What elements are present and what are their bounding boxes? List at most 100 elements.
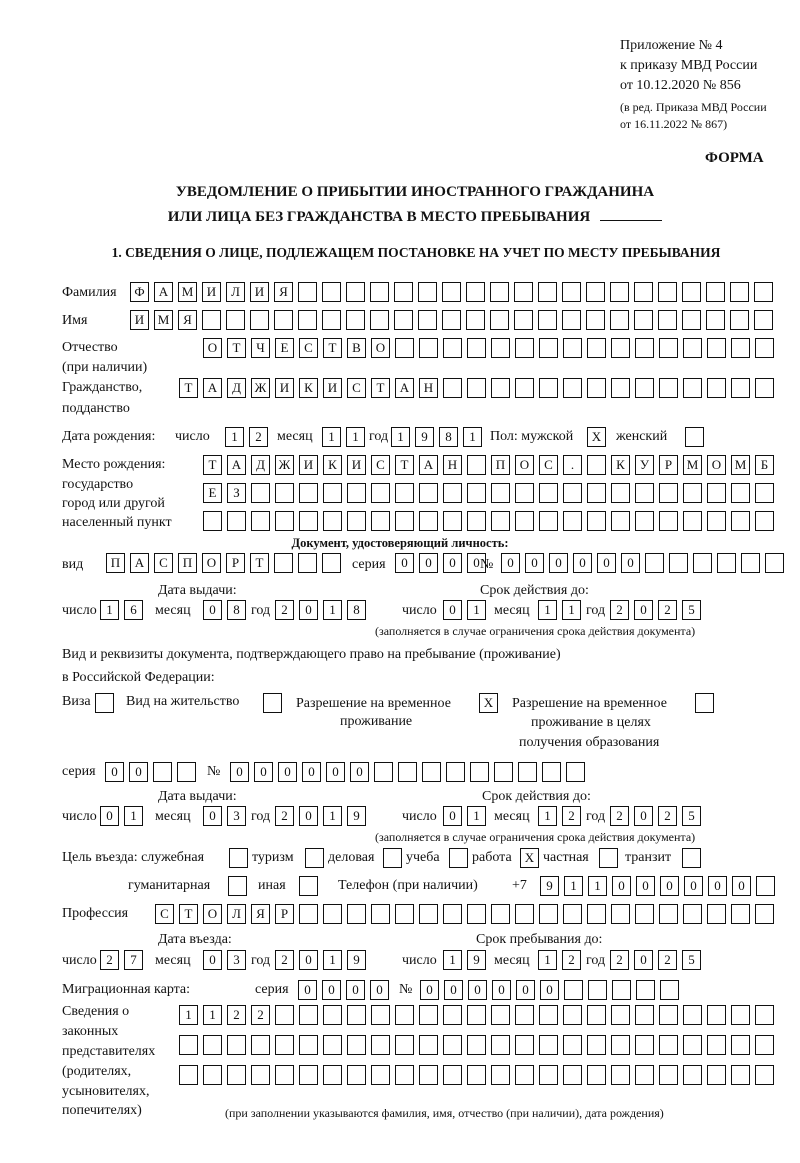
char-cell[interactable]: С (155, 904, 174, 924)
char-cell[interactable] (539, 483, 558, 503)
char-cell[interactable]: 0 (105, 762, 124, 782)
char-cell[interactable]: И (275, 378, 294, 398)
char-cell[interactable] (299, 876, 318, 896)
char-cell[interactable] (275, 1035, 294, 1055)
char-cell[interactable]: X (520, 848, 539, 868)
char-cell[interactable] (395, 483, 414, 503)
char-cell[interactable]: И (347, 455, 366, 475)
char-cell[interactable] (586, 282, 605, 302)
char-cell[interactable] (494, 762, 513, 782)
char-cell[interactable] (275, 483, 294, 503)
char-cell[interactable] (515, 1065, 534, 1085)
char-cell[interactable]: 1 (588, 876, 607, 896)
char-cell[interactable] (398, 762, 417, 782)
char-cell[interactable]: 8 (439, 427, 458, 447)
char-cell[interactable] (707, 1065, 726, 1085)
char-cell[interactable] (707, 338, 726, 358)
char-cell[interactable] (635, 1005, 654, 1025)
char-cell[interactable]: 3 (227, 950, 246, 970)
char-cell[interactable]: 0 (540, 980, 559, 1000)
char-cell[interactable] (731, 338, 750, 358)
char-cell[interactable] (587, 511, 606, 531)
char-cell[interactable]: П (178, 553, 197, 573)
char-cell[interactable]: 1 (322, 427, 341, 447)
char-cell[interactable] (419, 1065, 438, 1085)
char-cell[interactable]: 0 (501, 553, 520, 573)
char-cell[interactable]: Л (227, 904, 246, 924)
char-cell[interactable]: 0 (660, 876, 679, 896)
char-cell[interactable]: С (371, 455, 390, 475)
char-cell[interactable]: С (154, 553, 173, 573)
residence-permit-checkbox[interactable] (263, 693, 282, 713)
char-cell[interactable]: Ф (130, 282, 149, 302)
char-cell[interactable] (538, 310, 557, 330)
char-cell[interactable]: 0 (634, 600, 653, 620)
char-cell[interactable] (298, 553, 317, 573)
char-cell[interactable] (706, 282, 725, 302)
char-cell[interactable]: А (227, 455, 246, 475)
char-cell[interactable]: 1 (323, 950, 342, 970)
char-cell[interactable] (443, 338, 462, 358)
char-cell[interactable] (659, 1035, 678, 1055)
char-cell[interactable] (659, 1005, 678, 1025)
edu-permit-checkbox[interactable] (695, 693, 714, 713)
char-cell[interactable]: Е (275, 338, 294, 358)
char-cell[interactable]: 0 (419, 553, 438, 573)
char-cell[interactable]: 9 (540, 876, 559, 896)
char-cell[interactable]: 0 (621, 553, 640, 573)
char-cell[interactable]: 0 (467, 553, 486, 573)
char-cell[interactable] (443, 1005, 462, 1025)
char-cell[interactable]: Я (274, 282, 293, 302)
char-cell[interactable] (418, 310, 437, 330)
char-cell[interactable]: Л (226, 282, 245, 302)
char-cell[interactable] (659, 338, 678, 358)
char-cell[interactable] (227, 511, 246, 531)
char-cell[interactable]: 0 (203, 600, 222, 620)
char-cell[interactable] (491, 1005, 510, 1025)
char-cell[interactable] (563, 1005, 582, 1025)
char-cell[interactable] (754, 310, 773, 330)
char-cell[interactable] (634, 310, 653, 330)
char-cell[interactable] (515, 511, 534, 531)
char-cell[interactable]: Д (227, 378, 246, 398)
char-cell[interactable] (539, 1005, 558, 1025)
char-cell[interactable]: А (419, 455, 438, 475)
char-cell[interactable] (419, 483, 438, 503)
char-cell[interactable] (756, 876, 775, 896)
char-cell[interactable] (563, 1065, 582, 1085)
char-cell[interactable] (707, 378, 726, 398)
char-cell[interactable]: 1 (323, 806, 342, 826)
char-cell[interactable]: Я (251, 904, 270, 924)
char-cell[interactable] (731, 1035, 750, 1055)
char-cell[interactable] (322, 282, 341, 302)
char-cell[interactable] (515, 1005, 534, 1025)
char-cell[interactable]: И (130, 310, 149, 330)
char-cell[interactable] (755, 904, 774, 924)
purpose-tourism-checkbox[interactable] (305, 848, 324, 868)
char-cell[interactable]: X (479, 693, 498, 713)
char-cell[interactable] (587, 338, 606, 358)
char-cell[interactable] (443, 1035, 462, 1055)
char-cell[interactable]: Е (203, 483, 222, 503)
char-cell[interactable] (695, 693, 714, 713)
reps-field-2[interactable] (179, 1035, 774, 1055)
sex-male-checkbox[interactable]: X (587, 427, 606, 447)
char-cell[interactable] (683, 338, 702, 358)
char-cell[interactable]: Т (227, 338, 246, 358)
char-cell[interactable] (563, 1035, 582, 1055)
char-cell[interactable]: Ж (275, 455, 294, 475)
char-cell[interactable] (491, 483, 510, 503)
char-cell[interactable] (731, 1005, 750, 1025)
char-cell[interactable]: 0 (549, 553, 568, 573)
char-cell[interactable]: 1 (562, 600, 581, 620)
char-cell[interactable] (682, 310, 701, 330)
char-cell[interactable]: С (299, 338, 318, 358)
